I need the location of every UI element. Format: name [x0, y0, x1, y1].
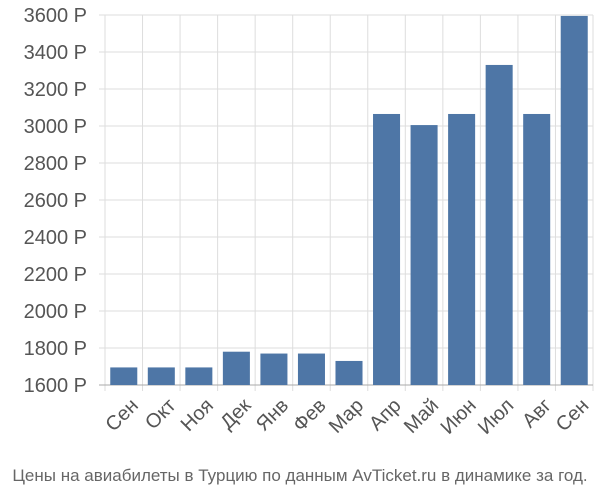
bar	[523, 113, 551, 385]
x-tick-label: Фев	[289, 395, 331, 437]
x-tick-label: Окт	[141, 395, 180, 434]
bars	[110, 15, 588, 386]
x-tick-label: Ноя	[177, 395, 218, 436]
x-tick-label: Дек	[216, 394, 255, 433]
bar	[335, 360, 363, 385]
chart-caption: Цены на авиабилеты в Турцию по данным Av…	[12, 466, 587, 485]
y-tick-label: 3400 Р	[24, 42, 87, 64]
x-tick-label: Сен	[552, 395, 593, 436]
bar	[485, 64, 513, 385]
y-tick-label: 3600 Р	[24, 5, 87, 27]
y-tick-label: 2000 Р	[24, 301, 87, 323]
x-tick-label: Май	[400, 395, 443, 438]
y-tick-label: 2200 Р	[24, 264, 87, 286]
x-tick-label: Июн	[437, 395, 481, 439]
bar	[147, 367, 175, 385]
y-tick-label: 2600 Р	[24, 190, 87, 212]
bar	[260, 353, 288, 385]
bar	[110, 367, 138, 385]
bar	[448, 113, 476, 385]
y-tick-label: 1600 Р	[24, 375, 87, 397]
bar	[222, 351, 250, 385]
bar	[297, 353, 325, 385]
grid-lines	[99, 14, 594, 391]
bar	[560, 15, 588, 386]
x-tick-label: Июл	[474, 395, 518, 439]
bar	[373, 113, 401, 385]
x-tick-label: Апр	[365, 395, 406, 436]
bar	[410, 125, 438, 385]
y-tick-label: 2400 Р	[24, 227, 87, 249]
y-tick-label: 3200 Р	[24, 79, 87, 101]
y-axis-ticks: 1600 Р 1800 Р 2000 Р 2200 Р 2400 Р 2600 Р 2800…	[24, 5, 87, 397]
x-tick-label: Авг	[518, 395, 556, 433]
y-tick-label: 2800 Р	[24, 153, 87, 175]
y-tick-label: 3000 Р	[24, 116, 87, 138]
x-tick-label: Сен	[101, 395, 142, 436]
x-tick-label: Янв	[252, 395, 293, 436]
y-tick-label: 1800 Р	[24, 338, 87, 360]
bar	[185, 367, 213, 385]
x-tick-label: Мар	[325, 395, 368, 438]
